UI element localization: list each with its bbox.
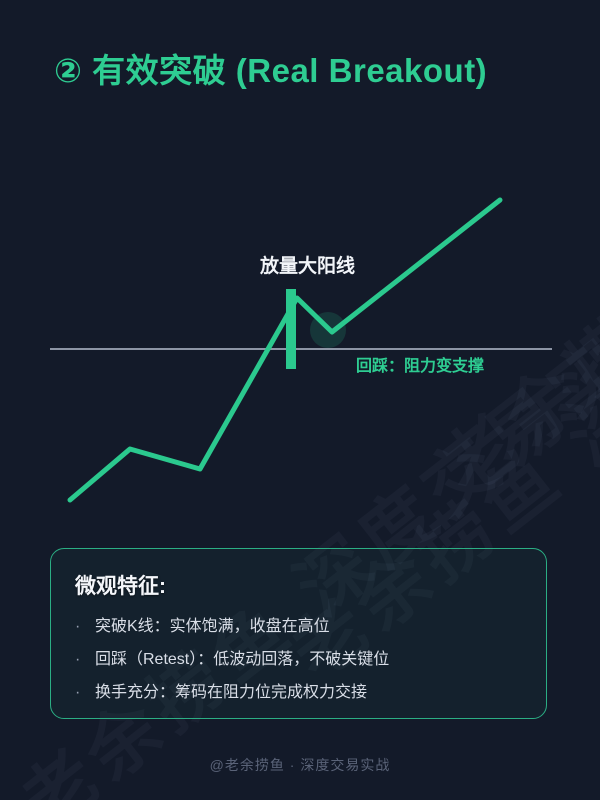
features-list: · 突破K线：实体饱满，收盘在高位 · 回踩（Retest）：低波动回落，不破关… — [75, 615, 522, 714]
list-item: · 回踩（Retest）：低波动回落，不破关键位 — [75, 648, 522, 681]
feature-text: 换手充分：筹码在阻力位完成权力交接 — [95, 684, 368, 701]
candle-annotation: 放量大阳线 — [260, 256, 356, 277]
list-item: · 突破K线：实体饱满，收盘在高位 — [75, 615, 522, 648]
features-heading: 微观特征: — [75, 575, 166, 598]
retest-annotation: 回踩：阻力变支撑 — [356, 358, 485, 375]
price-line — [67, 197, 503, 503]
feature-text: 回踩（Retest）：低波动回落，不破关键位 — [95, 651, 390, 668]
bullet-dot: · — [75, 618, 81, 635]
bullet-dot: · — [75, 651, 81, 668]
bullet-dot: · — [75, 684, 81, 701]
breakout-candle — [286, 289, 296, 369]
feature-text: 突破K线：实体饱满，收盘在高位 — [95, 618, 330, 635]
footer-byline: @老余捞鱼 · 深度交易实战 — [209, 757, 391, 773]
list-item: · 换手充分：筹码在阻力位完成权力交接 — [75, 681, 522, 714]
page-title: ② 有效突破 (Real Breakout) — [54, 52, 488, 89]
features-panel: 微观特征: · 突破K线：实体饱满，收盘在高位 · 回踩（Retest）：低波动… — [50, 548, 547, 719]
